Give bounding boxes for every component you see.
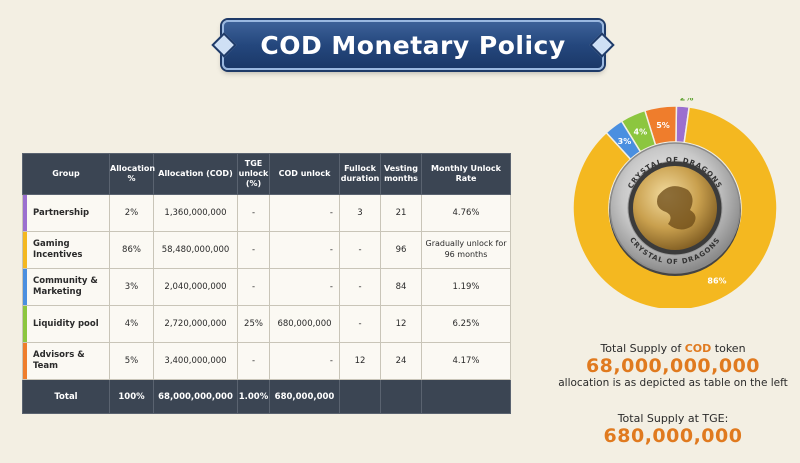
group-color-bar	[23, 306, 27, 342]
group-label: Gaming Incentives	[33, 239, 83, 260]
cell-monthly: Gradually unlock for 96 months	[421, 231, 511, 269]
table-row: Partnership 2% 1,360,000,000 - - 3 21 4.…	[22, 194, 511, 232]
group-label: Liquidity pool	[33, 318, 99, 329]
header-vesting-months: Vesting months	[380, 153, 422, 195]
total-fullock	[339, 379, 381, 414]
group-color-bar	[23, 343, 27, 379]
header-cod-unlock: COD unlock	[269, 153, 340, 195]
cell-monthly: 6.25%	[421, 305, 511, 343]
cell-monthly: 4.76%	[421, 194, 511, 232]
allocation-donut-chart: CRYSTAL OF DRAGONS CRYSTAL OF DRAGONS 2%…	[572, 98, 778, 308]
row-group: Partnership	[22, 194, 110, 232]
header-monthly-unlock-rate: Monthly Unlock Rate	[421, 153, 511, 195]
dragon-icon	[657, 186, 696, 230]
table-row: Gaming Incentives 86% 58,480,000,000 - -…	[22, 231, 511, 269]
group-color-bar	[23, 195, 27, 231]
total-supply-label: Total Supply of COD token	[548, 342, 798, 355]
row-group: Community & Marketing	[22, 268, 110, 306]
cell-tge: -	[237, 194, 270, 232]
tge-supply-label: Total Supply at TGE:	[617, 412, 729, 425]
cell-fullock: -	[339, 268, 381, 306]
total-tge: 1.00%	[237, 379, 270, 414]
total-supply-block: Total Supply of COD token 68,000,000,000…	[548, 342, 798, 389]
cell-tge: -	[237, 231, 270, 269]
cell-cod-unlock: -	[269, 194, 340, 232]
row-group: Advisors & Team	[22, 342, 110, 380]
group-label: Partnership	[33, 207, 90, 218]
header-group: Group	[22, 153, 110, 195]
table-row: Liquidity pool 4% 2,720,000,000 25% 680,…	[22, 305, 511, 343]
total-vesting	[380, 379, 422, 414]
supply-label-prefix: Total Supply of	[600, 342, 685, 355]
total-supply-note: allocation is as depicted as table on th…	[558, 377, 788, 389]
cell-alloc-cod: 2,040,000,000	[153, 268, 238, 306]
donut-label-gaming-incentives: 86%	[707, 277, 726, 286]
donut-label-liquidity-pool: 4%	[634, 128, 648, 137]
group-label: Community & Marketing	[33, 276, 98, 297]
cell-alloc-pct: 2%	[109, 194, 154, 232]
cell-alloc-cod: 2,720,000,000	[153, 305, 238, 343]
cell-tge: 25%	[237, 305, 270, 343]
title-banner: COD Monetary Policy	[222, 20, 604, 70]
cell-fullock: 3	[339, 194, 381, 232]
tge-supply-value: 680,000,000	[603, 425, 743, 447]
table-total-row: Total 100% 68,000,000,000 1.00% 680,000,…	[22, 379, 511, 414]
cell-cod-unlock: -	[269, 231, 340, 269]
header-allocation-pct: Allocation %	[109, 153, 155, 195]
cell-cod-unlock: -	[269, 268, 340, 306]
cell-tge: -	[237, 268, 270, 306]
cell-alloc-cod: 3,400,000,000	[153, 342, 238, 380]
header-tge-unlock: TGE unlock (%)	[237, 153, 270, 195]
cell-alloc-cod: 58,480,000,000	[153, 231, 238, 269]
cell-vesting: 24	[380, 342, 422, 380]
cell-vesting: 96	[380, 231, 422, 269]
cell-cod-unlock: -	[269, 342, 340, 380]
total-alloc-cod: 68,000,000,000	[153, 379, 238, 414]
cell-monthly: 1.19%	[421, 268, 511, 306]
cell-fullock: -	[339, 305, 381, 343]
cell-vesting: 84	[380, 268, 422, 306]
page-title: COD Monetary Policy	[260, 30, 566, 60]
total-cod-unlock: 680,000,000	[269, 379, 340, 414]
cell-alloc-pct: 86%	[109, 231, 154, 269]
cell-vesting: 12	[380, 305, 422, 343]
cell-cod-unlock: 680,000,000	[269, 305, 340, 343]
cell-alloc-pct: 4%	[109, 305, 154, 343]
header-fullock-duration: Fullock duration	[339, 153, 381, 195]
cell-alloc-pct: 3%	[109, 268, 154, 306]
total-alloc-pct: 100%	[109, 379, 154, 414]
supply-label-token: COD	[684, 342, 712, 355]
cell-tge: -	[237, 342, 270, 380]
total-monthly	[421, 379, 511, 414]
donut-label-partnership: 2%	[680, 98, 694, 103]
table-row: Community & Marketing 3% 2,040,000,000 -…	[22, 268, 511, 306]
total-label: Total	[22, 379, 110, 414]
table-header-row: Group Allocation % Allocation (COD) TGE …	[22, 153, 511, 195]
group-color-bar	[23, 232, 27, 268]
header-allocation-cod: Allocation (COD)	[153, 153, 238, 195]
group-label: Advisors & Team	[33, 350, 85, 371]
row-group: Liquidity pool	[22, 305, 110, 343]
cell-alloc-pct: 5%	[109, 342, 154, 380]
supply-label-suffix: token	[711, 342, 746, 355]
total-supply-value: 68,000,000,000	[585, 355, 761, 377]
cell-fullock: -	[339, 231, 381, 269]
donut-slices	[572, 105, 778, 308]
tge-supply-block: Total Supply at TGE: 680,000,000	[548, 412, 798, 447]
donut-labels: 2% 5% 4%3% 86%	[618, 98, 727, 286]
coin-emblem: CRYSTAL OF DRAGONS CRYSTAL OF DRAGONS	[609, 142, 741, 276]
cell-vesting: 21	[380, 194, 422, 232]
allocation-table: Group Allocation % Allocation (COD) TGE …	[22, 153, 511, 414]
group-color-bar	[23, 269, 27, 305]
donut-label-advisors-team: 5%	[656, 121, 670, 130]
table-row: Advisors & Team 5% 3,400,000,000 - - 12 …	[22, 342, 511, 380]
cell-alloc-cod: 1,360,000,000	[153, 194, 238, 232]
cell-monthly: 4.17%	[421, 342, 511, 380]
row-group: Gaming Incentives	[22, 231, 110, 269]
cell-fullock: 12	[339, 342, 381, 380]
donut-label-community-marketing: 3%	[618, 137, 632, 146]
